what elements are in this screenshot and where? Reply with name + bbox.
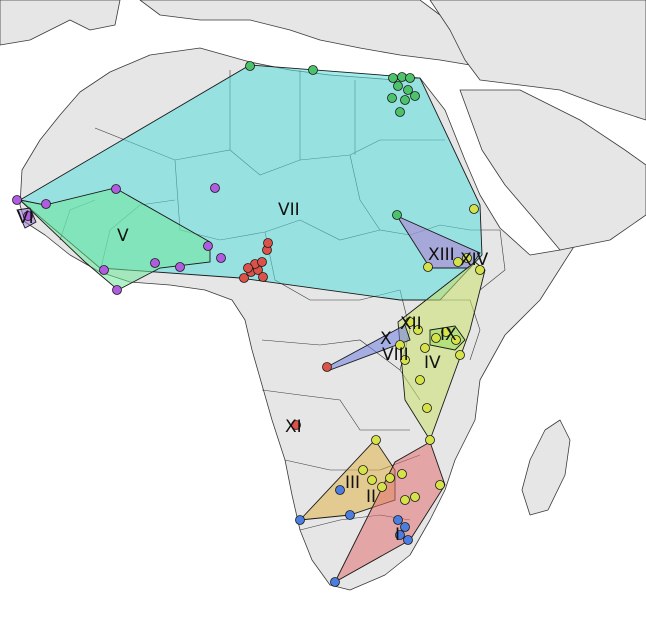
sample-point [210, 183, 220, 193]
sample-point [388, 73, 398, 83]
label-VI: VI [17, 208, 34, 228]
sample-point [425, 435, 435, 445]
sample-point [393, 81, 403, 91]
sample-point [245, 61, 255, 71]
sample-point [393, 515, 403, 525]
sample-point [150, 258, 160, 268]
sample-point [387, 93, 397, 103]
sample-point [358, 465, 368, 475]
sample-point [405, 73, 415, 83]
sample-point [322, 362, 332, 372]
sample-point [175, 262, 185, 272]
sample-point [413, 325, 423, 335]
sample-point [410, 492, 420, 502]
label-I: I [395, 525, 400, 545]
sample-point [400, 495, 410, 505]
sample-point [345, 510, 355, 520]
hull-IV [397, 261, 486, 442]
sample-point [330, 577, 340, 587]
label-III: III [345, 473, 360, 493]
sample-point [400, 355, 410, 365]
sample-point [385, 473, 395, 483]
hull-I [333, 441, 446, 584]
sample-point [371, 435, 381, 445]
sample-point [395, 107, 405, 117]
madagascar [521, 419, 571, 516]
label-V: V [117, 226, 129, 246]
label-IV: IV [424, 353, 441, 373]
sample-point [263, 238, 273, 248]
sample-point [422, 403, 432, 413]
label-XIV: XIV [460, 250, 489, 270]
sample-point [469, 204, 479, 214]
sample-point [403, 535, 413, 545]
region-labels: VII V VI XIII XIV IV IX X XII VIII XI II… [17, 200, 489, 545]
sample-point [423, 262, 433, 272]
sample-point [23, 211, 33, 221]
sample-point [397, 469, 407, 479]
label-XII: XII [400, 314, 422, 334]
sample-point [12, 195, 22, 205]
sample-point [462, 253, 472, 263]
sample-point [397, 72, 407, 82]
middle-east [429, 0, 646, 121]
sample-point [112, 285, 122, 295]
sample-point [392, 210, 402, 220]
sample-point [291, 420, 301, 430]
sample-point [403, 85, 413, 95]
sample-point [400, 95, 410, 105]
hull-V [18, 187, 211, 291]
sample-point [203, 241, 213, 251]
sample-point [420, 343, 430, 353]
label-XI: XI [285, 417, 302, 437]
sample-point [367, 475, 377, 485]
sample-point [258, 272, 268, 282]
sample-point [435, 480, 445, 490]
sample-point [243, 263, 253, 273]
sample-point [431, 333, 441, 343]
label-VII: VII [278, 200, 300, 220]
sample-point [239, 273, 249, 283]
sample-point [453, 257, 463, 267]
sample-point [295, 515, 305, 525]
sample-point [257, 257, 267, 267]
sample-point [335, 485, 345, 495]
arabian-peninsula [459, 89, 646, 251]
sample-point [41, 199, 51, 209]
sample-point [395, 530, 405, 540]
sample-point [475, 265, 485, 275]
europe-iberia [0, 0, 121, 46]
sample-point [415, 375, 425, 385]
label-IX: IX [440, 325, 457, 345]
sample-point [400, 522, 410, 532]
sample-point [216, 253, 226, 263]
sample-point [395, 340, 405, 350]
sample-point [99, 265, 109, 275]
sample-point [410, 91, 420, 101]
sample-point [451, 335, 461, 345]
sample-point [405, 317, 415, 327]
label-VIII: VIII [382, 345, 409, 365]
sample-point [455, 350, 465, 360]
sample-point [308, 65, 318, 75]
label-II: II [366, 487, 376, 507]
sample-points [12, 61, 485, 587]
label-XIII: XIII [428, 245, 455, 265]
sample-point [377, 482, 387, 492]
sample-point [111, 184, 121, 194]
label-X: X [380, 329, 392, 349]
region-hulls [16, 64, 486, 584]
sample-point [441, 327, 451, 337]
